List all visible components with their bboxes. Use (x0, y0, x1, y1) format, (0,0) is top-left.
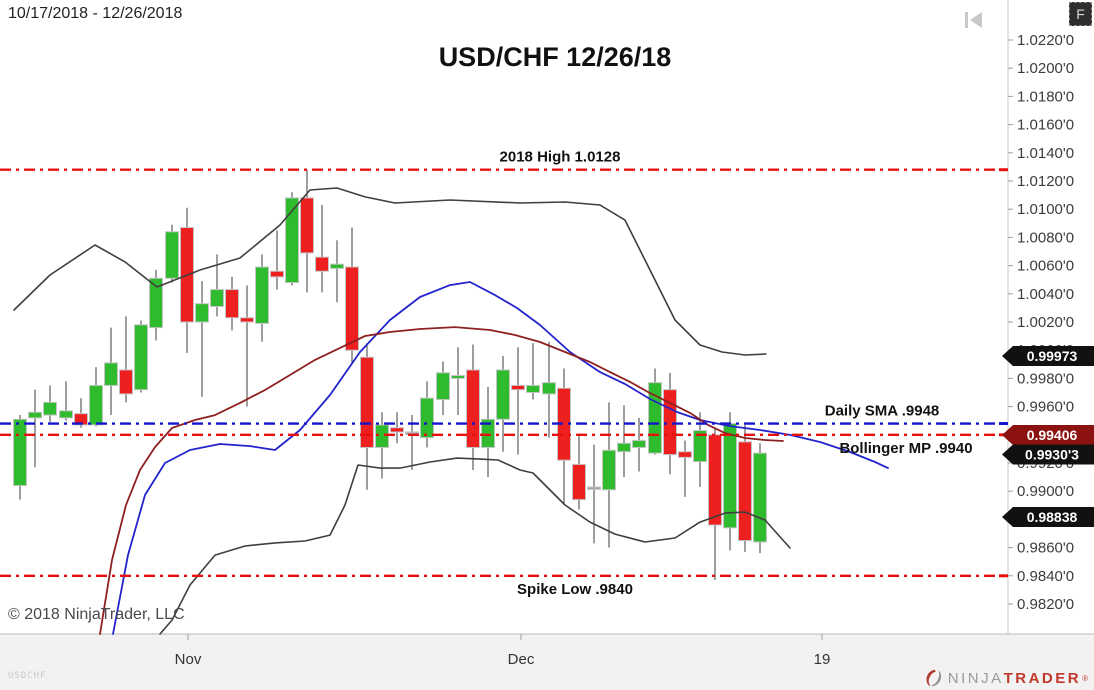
logo-registered-mark: ® (1082, 673, 1088, 683)
candle-body-red (708, 434, 722, 526)
candle-body-green (28, 411, 42, 419)
candle-body-green (496, 369, 510, 420)
bollinger-lower-band-line (159, 457, 791, 635)
y-axis-label: 1.0040'0 (1017, 286, 1074, 303)
candle-body-green (617, 442, 631, 453)
candle-body-green (526, 384, 540, 394)
candle-body-green (165, 231, 179, 279)
y-axis-label: 1.0080'0 (1017, 229, 1074, 246)
candle-body-green (13, 418, 27, 487)
instrument-label: USDCHF (8, 671, 47, 681)
candle-body-green (436, 372, 450, 401)
candle-body-red (390, 427, 404, 433)
y-axis-label: 1.0060'0 (1017, 258, 1074, 275)
high2018-axis-mark (999, 168, 1008, 172)
candle-body-green (542, 382, 556, 395)
candle-body-red (225, 289, 239, 319)
price-tag (1002, 507, 1094, 528)
candle-body-red (360, 356, 374, 448)
candle-body-green (375, 424, 389, 448)
y-axis-label: 0.9980'0 (1017, 370, 1074, 387)
y-axis-label: 0.9960'0 (1017, 399, 1074, 416)
candle-body-green (285, 197, 299, 284)
candle-body-green (195, 303, 209, 323)
candle-body-green (632, 439, 646, 448)
y-axis-label: 0.9860'0 (1017, 540, 1074, 557)
y-axis-label: 0.9900'0 (1017, 483, 1074, 500)
y-axis-label: 1.0120'0 (1017, 173, 1074, 190)
chart-title: USD/CHF 12/26/18 (438, 42, 672, 72)
candle-body-red (738, 441, 752, 542)
candle-body-green (602, 449, 616, 491)
candle-body-green (481, 418, 495, 448)
y-axis-label: 1.0160'0 (1017, 117, 1074, 134)
candle-body-green (451, 375, 465, 379)
y-axis-label: 1.0220'0 (1017, 32, 1074, 49)
candle-body-green (149, 277, 163, 329)
candle-body-green (43, 401, 57, 416)
price-tag (1002, 424, 1094, 445)
y-axis-label: 1.0140'0 (1017, 145, 1074, 162)
candle-body-green (330, 263, 344, 269)
x-axis-label: Nov (175, 651, 202, 668)
ninjatrader-logo: NINJA TRADER ® (924, 668, 1088, 688)
y-axis-label: 1.0200'0 (1017, 60, 1074, 77)
candle-body-gray (587, 486, 601, 490)
date-range-label: 10/17/2018 - 12/26/2018 (8, 5, 183, 22)
candle-body-green (255, 266, 269, 324)
chart-area: 1.0220'0 1.0200'0 1.0180'0 1.0160'0 1.0140'0… (0, 0, 1094, 668)
candle-body-red (300, 197, 314, 254)
spike_low-axis-mark (999, 574, 1008, 578)
candle-body-green (89, 384, 103, 426)
candle-body-red (74, 413, 88, 426)
candle-body-red (270, 270, 284, 278)
candle-body-green (420, 397, 434, 439)
price-tag (1002, 346, 1094, 367)
y-axis-label: 1.0020'0 (1017, 314, 1074, 331)
daily_sma-axis-mark (999, 422, 1008, 426)
candle-body-green (210, 289, 224, 307)
candle-body-green (59, 410, 73, 419)
ninjatrader-swirl-icon (926, 669, 941, 687)
x-axis-strip (0, 634, 1094, 690)
price-tag (1002, 444, 1094, 465)
skip-to-start-icon (965, 12, 982, 28)
logo-text-trader: TRADER (1003, 669, 1082, 687)
candle-body-red (511, 384, 525, 391)
skip-to-start-button[interactable] (963, 10, 987, 30)
candle-body-green (134, 324, 148, 391)
y-axis-label: 1.0100'0 (1017, 201, 1074, 218)
price-tag-value: 0.9930'3 (1025, 446, 1079, 462)
candle-body-red (315, 256, 329, 272)
daily_sma-label: Daily SMA .9948 (825, 403, 940, 420)
candle-body-red (572, 463, 586, 501)
candle-body-green (104, 362, 118, 386)
f-badge-button[interactable]: F (1069, 2, 1092, 26)
copyright-label: © 2018 NinjaTrader, LLC (8, 606, 185, 623)
candle-body-red (663, 389, 677, 456)
candle-body-green (753, 452, 767, 543)
y-axis-label: 1.0180'0 (1017, 88, 1074, 105)
price-tag-value: 0.99406 (1027, 427, 1078, 443)
candle-body-red (119, 369, 133, 395)
candle-body-red (678, 451, 692, 458)
logo-text-ninja: NINJA (947, 669, 1004, 687)
candle-body-red (240, 317, 254, 323)
bollinger-upper-band-line (13, 187, 767, 356)
high2018-label: 2018 High 1.0128 (500, 149, 621, 166)
bollinger_mp-label: Bollinger MP .9940 (839, 440, 972, 457)
x-axis-label: 19 (814, 651, 831, 668)
candle-body-green (693, 430, 707, 463)
price-tag-value: 0.98838 (1027, 509, 1078, 525)
x-axis-label: Dec (508, 651, 535, 668)
y-axis-label: 0.9820'0 (1017, 596, 1074, 613)
candle-body-red (466, 369, 480, 448)
price-tag-value: 0.99973 (1027, 348, 1078, 364)
red-moving-average-line (99, 326, 784, 635)
y-axis-label: 0.9840'0 (1017, 568, 1074, 585)
candle-body-red (345, 266, 359, 351)
spike_low-label: Spike Low .9840 (517, 581, 633, 598)
blue-moving-average-line (112, 281, 889, 635)
